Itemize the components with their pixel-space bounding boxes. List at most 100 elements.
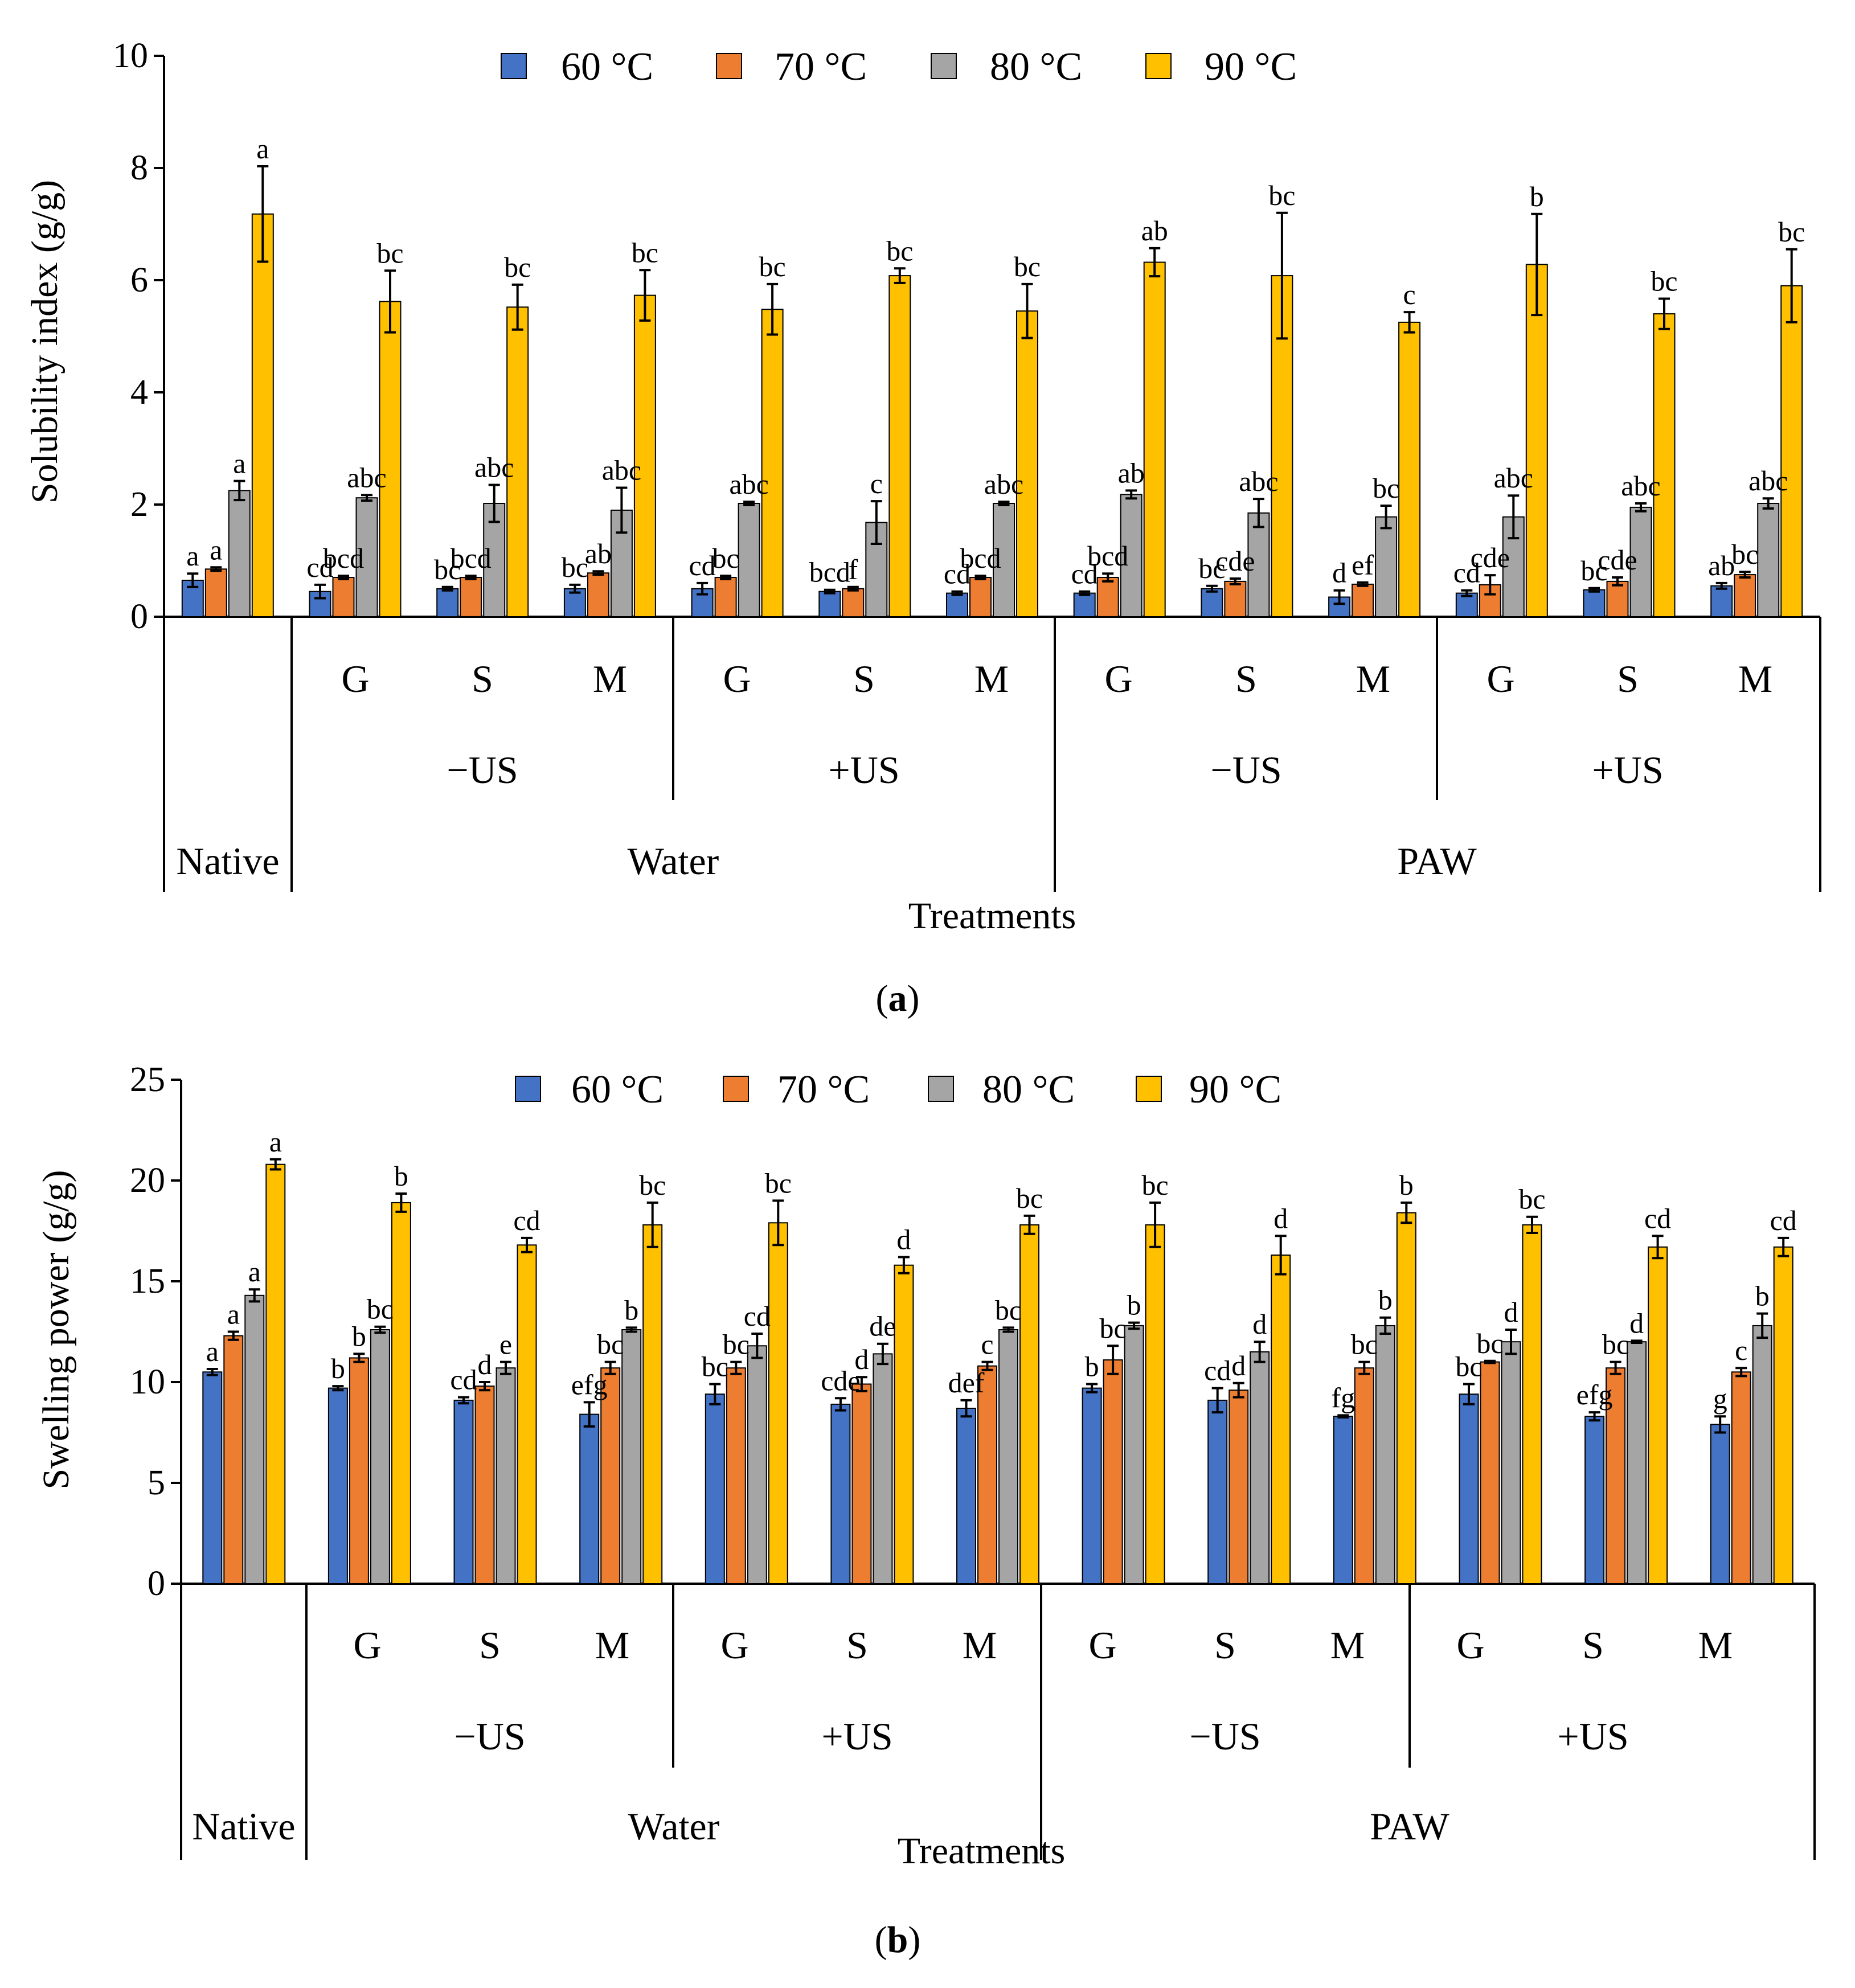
chart-a-letter: abc	[1239, 465, 1278, 497]
chart-a-letter: bcd	[323, 542, 364, 574]
chart-a-error-bar	[767, 282, 779, 336]
chart-a-letter: cd	[306, 551, 333, 583]
chart-b-letter: bc	[765, 1167, 792, 1199]
chart-b-us-label: −US	[1189, 1715, 1260, 1758]
chart-b-legend-label: 80 °C	[982, 1068, 1075, 1112]
chart-a-legend-label: 80 °C	[990, 45, 1082, 89]
chart-a-ylabel: Solubility index (g/g)	[24, 180, 65, 503]
chart-b-legend-swatch	[928, 1076, 954, 1102]
chart-a-x-categories: G S M G S M G S M G S M −US +US −US +US …	[176, 657, 1772, 883]
chart-a-bar	[738, 503, 760, 617]
chart-a-error-bar	[616, 486, 628, 534]
chart-a-bar	[228, 490, 251, 618]
chart-b-error-bar	[1023, 1214, 1035, 1235]
chart-b-bar	[830, 1403, 851, 1584]
chart-b-letter: bc	[597, 1329, 624, 1360]
chart-b-letter: bc	[995, 1294, 1022, 1326]
chart-a-error-bar	[1739, 571, 1751, 579]
chart-b-native-label: Native	[192, 1805, 295, 1848]
chart-a-error-bar	[441, 585, 453, 592]
chart-b-error-bar	[1107, 1345, 1119, 1375]
chart-a-letter: abc	[474, 452, 514, 483]
chart-a-letter: bc	[504, 251, 531, 283]
chart-a-group-label: M	[974, 657, 1009, 700]
chart-a-letter: bc	[1198, 552, 1225, 584]
chart-b-group-label: M	[595, 1624, 629, 1667]
chart-a-letter: ab	[1141, 215, 1168, 247]
chart-b-bar	[851, 1383, 872, 1584]
chart-b-error-bar	[1002, 1326, 1014, 1333]
chart-a-letter: bc	[434, 554, 461, 585]
chart-a-letter: bc	[1778, 216, 1805, 248]
chart-b-error-bar	[1505, 1329, 1517, 1355]
chart-a-letter: cd	[1071, 558, 1098, 590]
chart-a-letter: bc	[759, 251, 785, 282]
chart-b-error-bar	[1086, 1383, 1098, 1393]
chart-b-letter: a	[269, 1126, 282, 1158]
chart-b-legend-label: 90 °C	[1189, 1068, 1281, 1112]
chart-b-bar	[747, 1345, 767, 1585]
chart-a-letter: b	[1530, 181, 1544, 212]
chart-b-letter: b	[1755, 1280, 1770, 1312]
chart-b-bar	[349, 1357, 369, 1584]
chart-a-error-bar	[1357, 581, 1369, 587]
chart-b-legend-swatch	[1136, 1076, 1162, 1102]
chart-a-letter: ab	[1118, 457, 1145, 489]
chart-b-letter: d	[478, 1348, 492, 1380]
chart-b-letter: b	[1399, 1169, 1414, 1201]
chart-b-error-bar	[583, 1401, 595, 1428]
chart-b-bar	[1480, 1361, 1500, 1585]
chart-a-letter: a	[210, 534, 222, 565]
chart-b-error-bar	[1714, 1415, 1726, 1434]
chart-b-error-bar	[709, 1383, 721, 1405]
chart-a-error-bar	[1508, 494, 1520, 540]
chart-b-bar	[873, 1353, 893, 1584]
chart-a-bar	[1734, 574, 1756, 617]
chart-b-bar	[244, 1294, 265, 1585]
chart-b-bar	[621, 1329, 642, 1584]
chart-b-letter: bc	[1016, 1182, 1043, 1214]
chart-b-bars	[202, 1163, 1793, 1585]
chart-b-bar	[977, 1365, 997, 1584]
chart-a-letter: bc	[562, 551, 588, 583]
chart-b-error-bar	[1652, 1235, 1664, 1260]
chart-b-group-label: M	[1330, 1624, 1365, 1667]
chart-b-group-label: G	[1088, 1624, 1116, 1667]
chart-b-bar	[1606, 1367, 1626, 1584]
chart-b-ylabel: Swelling power (g/g)	[35, 1170, 77, 1490]
chart-a-letter: abc	[1494, 462, 1533, 494]
chart-a-letter: bc	[886, 235, 913, 267]
chart-a-error-bar	[511, 283, 523, 331]
chart-a-error-bar	[1762, 497, 1774, 510]
chart-a-group-label: G	[1487, 657, 1514, 700]
chart-a-error-bar	[465, 575, 477, 580]
chart-a-error-bar	[847, 585, 859, 592]
chart-a-ytick: 8	[130, 149, 148, 187]
chart-a-bar	[587, 572, 609, 618]
chart-a-legend-swatch	[716, 53, 742, 79]
chart-a-bar	[1525, 264, 1548, 617]
chart-a-letter: bc	[1580, 555, 1607, 587]
chart-a-error-bar	[1252, 498, 1264, 528]
chart-b-bar	[1207, 1399, 1228, 1584]
chart-b-bar	[579, 1413, 600, 1585]
chart-b-letter: cd	[1770, 1204, 1797, 1236]
chart-b-bar	[1752, 1325, 1772, 1584]
chart-a-error-bar	[1102, 572, 1114, 583]
chart-a-error-bar	[1715, 581, 1727, 590]
chart-a-error-bar	[974, 575, 986, 580]
chart-b-bar	[1648, 1246, 1668, 1585]
chart-b-error-bar	[877, 1342, 888, 1366]
chart-a-group-label: M	[1738, 657, 1772, 700]
chart-b-letter: c	[1735, 1334, 1747, 1366]
chart-a-letter: ab	[585, 538, 612, 569]
chart-b-bar	[1522, 1224, 1542, 1584]
chart-a-letter: abc	[1621, 470, 1660, 502]
chart-b-bar	[1375, 1325, 1395, 1584]
chart-a-group-label: G	[1104, 657, 1132, 700]
chart-b-error-bar	[1149, 1201, 1161, 1248]
chart-b-error-bar	[1275, 1235, 1287, 1276]
chart-b-letter: d	[1252, 1308, 1267, 1340]
chart-a-us-label: −US	[1210, 748, 1281, 792]
chart-b-bar	[1229, 1389, 1249, 1584]
